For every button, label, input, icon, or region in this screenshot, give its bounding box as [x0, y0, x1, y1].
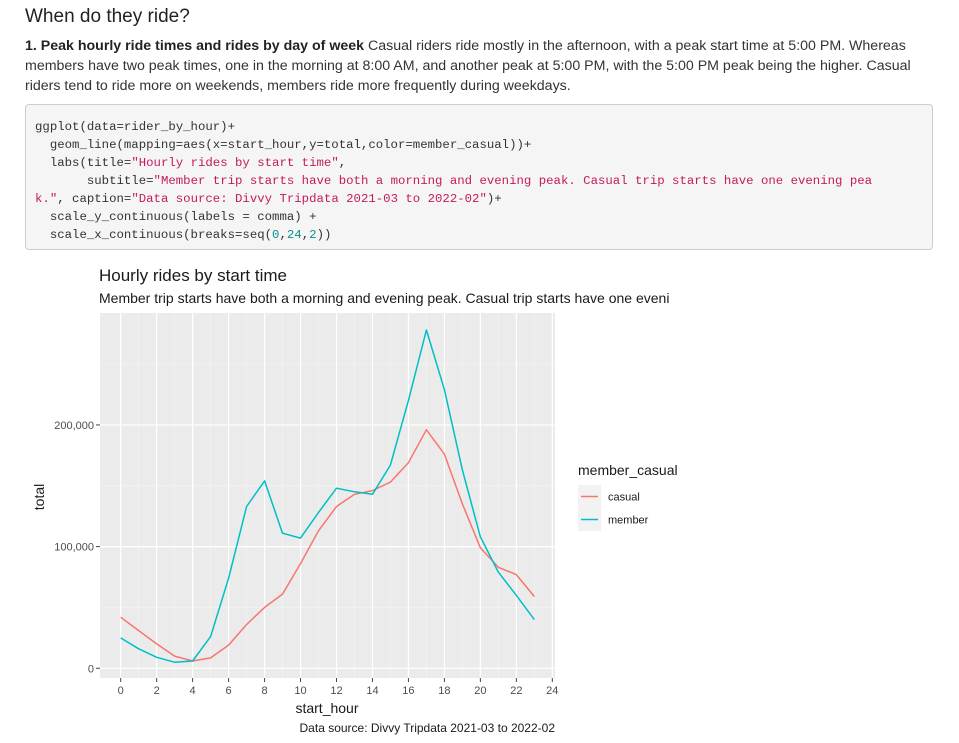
y-tick-label: 0: [88, 663, 94, 675]
x-tick-label: 2: [154, 685, 160, 697]
chart-title: Hourly rides by start time: [99, 266, 287, 285]
x-axis-label: start_hour: [295, 700, 358, 716]
section-heading: When do they ride?: [25, 6, 190, 27]
hourly-rides-chart: Hourly rides by start time Member trip s…: [31, 266, 678, 735]
legend-label-casual: casual: [608, 492, 640, 504]
x-tick-label: 0: [118, 685, 124, 697]
x-tick-label: 20: [474, 685, 486, 697]
x-tick-label: 12: [330, 685, 342, 697]
description-text: Casual riders ride mostly in the afterno…: [25, 38, 911, 94]
description-paragraph: 1. Peak hourly ride times and rides by d…: [25, 36, 930, 96]
x-tick-label: 16: [402, 685, 414, 697]
series-line-casual: [120, 429, 535, 662]
x-tick-label: 6: [226, 685, 232, 697]
y-tick-label: 200,000: [54, 420, 94, 432]
chart-subtitle: Member trip starts have both a morning a…: [99, 290, 669, 306]
x-tick-label: 8: [261, 685, 267, 697]
x-tick-label: 10: [294, 685, 306, 697]
chart-caption: Data source: Divvy Tripdata 2021-03 to 2…: [300, 721, 556, 735]
x-tick-label: 4: [190, 685, 196, 697]
legend-label-member: member: [608, 515, 649, 527]
y-tick-label: 100,000: [54, 542, 94, 554]
legend-title: member_casual: [578, 462, 678, 478]
x-tick-label: 22: [510, 685, 522, 697]
code-text: ggplot(data=rider_by_hour)+ geom_line(ma…: [35, 120, 873, 242]
plot-panel: [100, 313, 555, 678]
code-block: ggplot(data=rider_by_hour)+ geom_line(ma…: [25, 104, 933, 250]
grid-lines: [100, 313, 555, 678]
y-axis-label: total: [31, 484, 47, 510]
x-tick-label: 18: [438, 685, 450, 697]
description-bold-lead: 1. Peak hourly ride times and rides by d…: [25, 38, 365, 54]
series-line-member: [120, 329, 535, 663]
x-tick-label: 24: [546, 685, 558, 697]
series-lines: [120, 329, 535, 663]
x-tick-label: 14: [366, 685, 378, 697]
